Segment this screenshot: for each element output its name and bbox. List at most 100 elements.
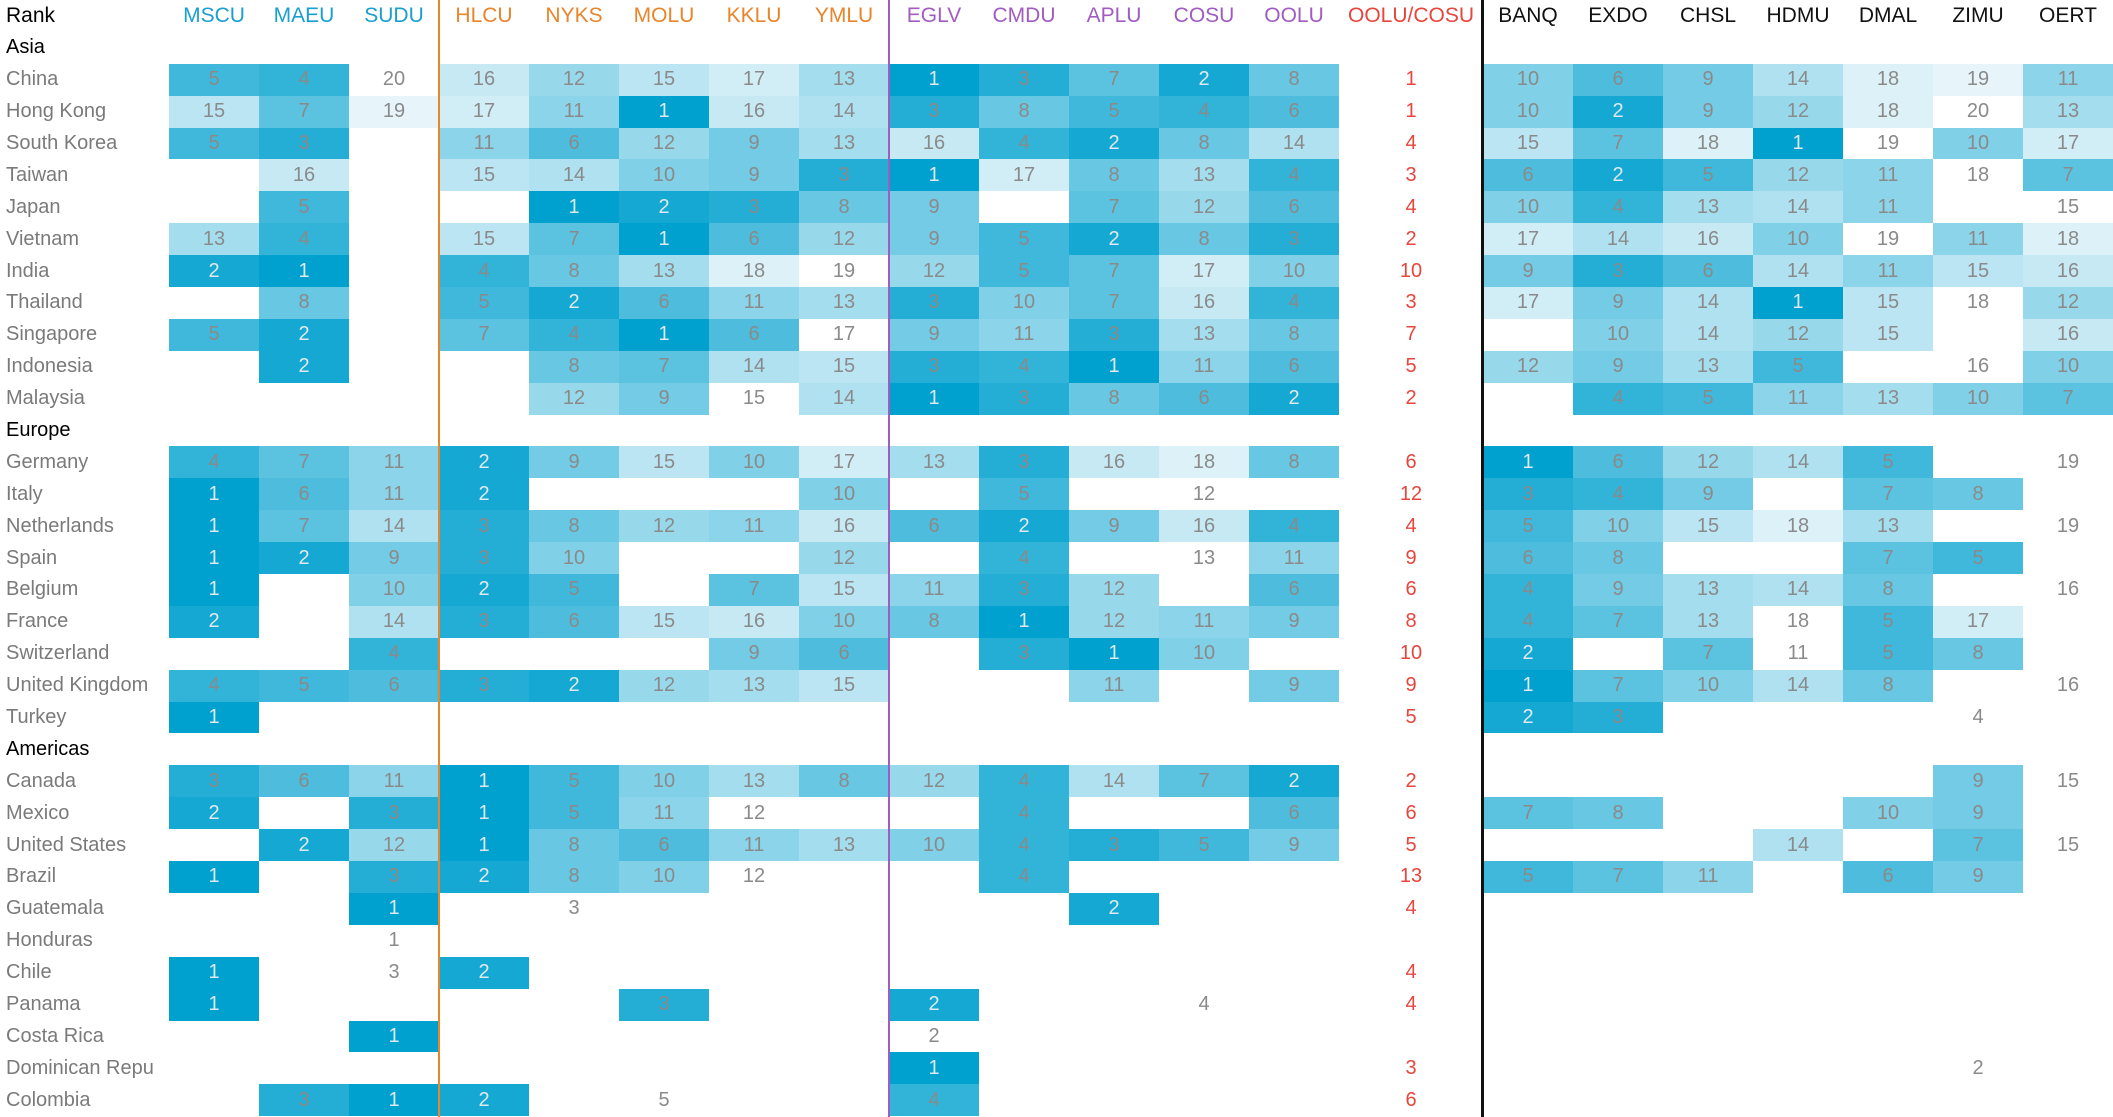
heatmap-cell <box>1753 925 1843 957</box>
heatmap-cell <box>2023 893 2113 925</box>
heatmap-cell: 11 <box>1069 669 1159 702</box>
heatmap-cell: 14 <box>709 350 799 383</box>
heatmap-cell: 2 <box>439 446 529 479</box>
heatmap-cell: 4 <box>1573 382 1663 415</box>
heatmap-cell <box>349 1052 439 1084</box>
heatmap-cell: 2 <box>439 956 529 989</box>
heatmap-cell: 14 <box>799 95 889 128</box>
heatmap-cell: 13 <box>1843 382 1933 415</box>
heatmap-cell: 11 <box>709 829 799 862</box>
heatmap-cell: 2 <box>439 478 529 511</box>
heatmap-cell <box>1069 861 1159 893</box>
row-label: Germany <box>6 450 89 473</box>
heatmap-cell <box>1483 319 1573 351</box>
heatmap-cell <box>1483 829 1573 861</box>
heatmap-cell <box>1753 765 1843 797</box>
heatmap-cell: 17 <box>439 95 529 128</box>
heatmap-cell: 9 <box>1573 574 1663 606</box>
heatmap-cell <box>1753 893 1843 925</box>
heatmap-cell <box>979 893 1069 925</box>
heatmap-cell: 12 <box>349 829 439 862</box>
heatmap-cell: 18 <box>1843 95 1933 128</box>
heatmap-cell <box>1843 1084 1933 1116</box>
heatmap-cell: 5 <box>1843 446 1933 479</box>
heatmap-cell: 6 <box>1483 159 1573 192</box>
heatmap-cell: 14 <box>1663 287 1753 319</box>
heatmap-cell: 8 <box>1843 669 1933 702</box>
heatmap-cell: 6 <box>709 318 799 351</box>
heatmap-cell <box>1249 478 1339 510</box>
heatmap-cell: 3 <box>259 1084 349 1117</box>
heatmap-cell <box>1933 957 2023 989</box>
heatmap-cell: 18 <box>1753 510 1843 543</box>
heatmap-cell: 2 <box>1249 382 1339 415</box>
heatmap-cell: 9 <box>1573 287 1663 319</box>
heatmap-cell: 1 <box>889 159 979 192</box>
heatmap-cell <box>1249 861 1339 893</box>
heatmap-cell <box>1159 925 1249 957</box>
heatmap-cell: 12 <box>742 865 766 888</box>
heatmap-cell <box>349 383 439 415</box>
heatmap-cell: 15 <box>2056 833 2080 856</box>
heatmap-cell: 2 <box>619 191 709 224</box>
heatmap-cell <box>2023 797 2113 829</box>
divider-black-group <box>1481 0 1484 1117</box>
heatmap-cell <box>349 351 439 383</box>
heatmap-cell: 19 <box>1876 227 1900 250</box>
combined-rank-cell: 3 <box>1405 291 1417 314</box>
heatmap-cell: 7 <box>1573 861 1663 893</box>
heatmap-cell: 18 <box>1663 127 1753 160</box>
heatmap-cell: 15 <box>1663 510 1753 543</box>
heatmap-cell <box>1933 510 2023 542</box>
heatmap-cell <box>439 989 529 1021</box>
row-label: Mexico <box>6 801 70 824</box>
column-header-eglv: EGLV <box>906 3 962 27</box>
heatmap-cell: 11 <box>439 127 529 160</box>
heatmap-cell: 19 <box>2056 450 2080 473</box>
heatmap-cell: 5 <box>529 797 619 830</box>
heatmap-cell: 6 <box>799 637 889 670</box>
heatmap-cell: 6 <box>1663 255 1753 288</box>
heatmap-cell: 11 <box>889 574 979 606</box>
combined-rank-cell: 5 <box>1405 833 1417 856</box>
heatmap-cell: 3 <box>979 574 1069 606</box>
row-label: Chile <box>6 961 52 984</box>
heatmap-cell <box>349 159 439 191</box>
heatmap-cell <box>1663 702 1753 734</box>
heatmap-cell <box>259 893 349 925</box>
heatmap-cell: 4 <box>1198 993 1210 1016</box>
heatmap-cell: 13 <box>1663 574 1753 606</box>
heatmap-cell: 5 <box>1843 637 1933 670</box>
heatmap-cell: 1 <box>259 255 349 288</box>
heatmap-cell: 14 <box>529 159 619 192</box>
heatmap-cell: 6 <box>1249 797 1339 830</box>
heatmap-cell: 9 <box>1933 765 2023 798</box>
heatmap-cell: 9 <box>889 191 979 224</box>
heatmap-cell: 8 <box>1933 478 2023 511</box>
heatmap-cell: 13 <box>799 287 889 319</box>
heatmap-cell: 3 <box>1573 255 1663 288</box>
combined-rank-cell: 12 <box>1399 482 1423 505</box>
heatmap-cell: 12 <box>1159 191 1249 224</box>
heatmap-cell: 2 <box>1069 892 1159 925</box>
heatmap-cell: 13 <box>889 446 979 479</box>
heatmap-cell <box>1663 893 1753 925</box>
heatmap-cell <box>799 1021 889 1053</box>
heatmap-cell <box>1573 638 1663 670</box>
heatmap-cell: 19 <box>349 95 439 128</box>
heatmap-cell <box>1069 925 1159 957</box>
heatmap-cell <box>1663 925 1753 957</box>
heatmap-cell: 18 <box>1843 63 1933 96</box>
heatmap-cell: 7 <box>1843 478 1933 511</box>
heatmap-cell <box>1159 861 1249 893</box>
heatmap-cell <box>439 925 529 957</box>
heatmap-cell: 5 <box>1159 829 1249 862</box>
row-label: Italy <box>6 482 43 505</box>
heatmap-cell: 10 <box>529 542 619 575</box>
heatmap-cell: 11 <box>349 446 439 479</box>
heatmap-cell: 12 <box>1753 159 1843 192</box>
heatmap-cell <box>2023 1052 2113 1084</box>
heatmap-cell <box>169 351 259 383</box>
combined-rank-cell: 13 <box>1399 865 1423 888</box>
heatmap-cell: 7 <box>709 574 799 606</box>
